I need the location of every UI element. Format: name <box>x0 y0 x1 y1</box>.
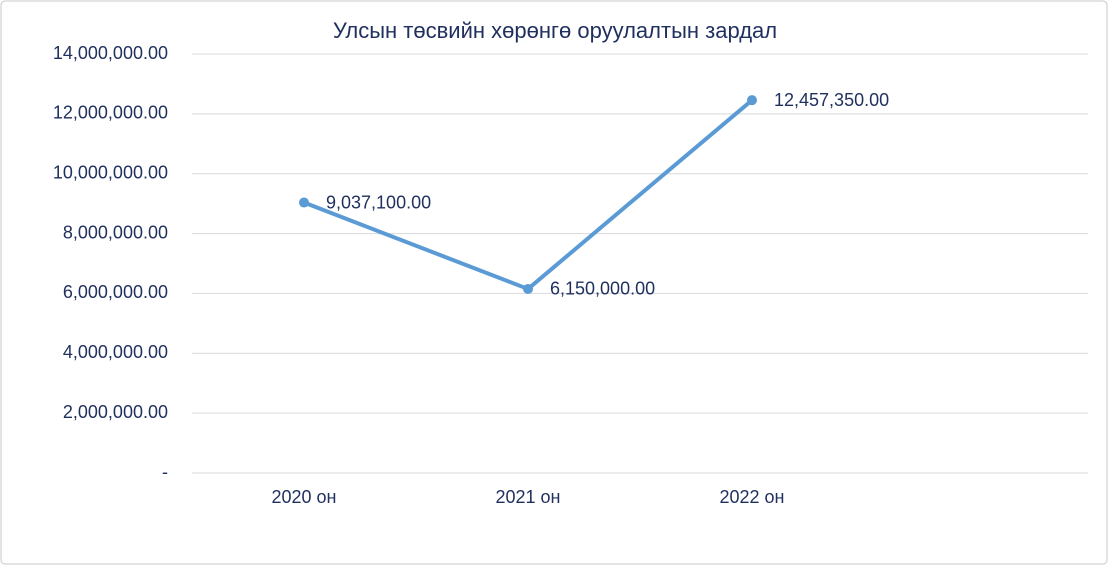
data-point <box>299 197 309 208</box>
y-tick-label: 14,000,000.00 <box>53 43 168 63</box>
y-tick-label: 2,000,000.00 <box>63 402 168 422</box>
y-tick-label: - <box>162 462 168 482</box>
data-label: 9,037,100.00 <box>326 192 431 212</box>
chart-title: Улсын төсвийн хөрөнгө оруулалтын зардал <box>333 18 777 43</box>
data-label: 6,150,000.00 <box>550 279 655 299</box>
y-tick-label: 4,000,000.00 <box>63 342 168 362</box>
y-tick-label: 8,000,000.00 <box>63 222 168 242</box>
data-point <box>747 95 757 106</box>
data-point <box>523 283 533 294</box>
data-label: 12,457,350.00 <box>774 90 889 110</box>
x-tick-label: 2021 он <box>496 487 561 507</box>
y-tick-label: 12,000,000.00 <box>53 103 168 123</box>
y-tick-label: 6,000,000.00 <box>63 282 168 302</box>
y-tick-label: 10,000,000.00 <box>53 162 168 182</box>
x-tick-label: 2020 он <box>272 487 337 507</box>
x-tick-label: 2022 он <box>720 487 785 507</box>
